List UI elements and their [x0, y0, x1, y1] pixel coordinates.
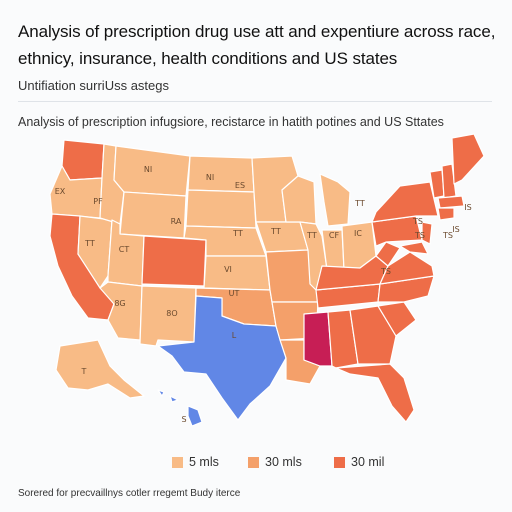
state-label: L: [232, 331, 237, 340]
state-label: T: [81, 367, 87, 376]
state-mississippi[interactable]: [303, 311, 333, 367]
state-label: RA: [171, 217, 182, 226]
state-label: CT: [119, 245, 130, 254]
state-label: NI: [144, 165, 152, 174]
state-south-dakota[interactable]: [185, 189, 257, 229]
state-alabama[interactable]: [327, 309, 359, 369]
state-colorado[interactable]: [141, 235, 207, 287]
state-label: NI: [206, 173, 214, 182]
us-map: EX PF NI NI ES TT CT RA TT TT TT CF IC TT VI UT TS 8G 8O L T…: [0, 126, 512, 446]
state-michigan[interactable]: [319, 173, 351, 227]
legend-item: 30 mil: [334, 455, 384, 469]
page-subtitle: Untifiation surriUss astegs: [18, 78, 169, 93]
state-label: PF: [93, 197, 103, 206]
legend-label: 30 mil: [351, 455, 385, 469]
legend-item: 30 mls: [248, 455, 302, 469]
state-label: TT: [270, 227, 281, 236]
state-connecticut[interactable]: [437, 207, 455, 221]
state-label: TS: [380, 267, 391, 276]
legend-label: 5 mls: [189, 455, 219, 469]
state-hawaii[interactable]: [157, 389, 203, 427]
state-label: IS: [452, 225, 459, 234]
map-caption: Analysis of prescription infugsiore, rec…: [18, 115, 444, 129]
state-label: TS: [442, 231, 453, 240]
state-florida[interactable]: [335, 363, 415, 423]
state-label: TT: [354, 199, 365, 208]
state-wyoming[interactable]: [119, 191, 187, 239]
state-virginia[interactable]: [379, 251, 435, 285]
state-label: TT: [232, 229, 243, 238]
state-washington[interactable]: [61, 139, 105, 181]
state-label: S: [181, 415, 186, 424]
state-label: EX: [55, 187, 66, 196]
legend-swatch: [248, 456, 259, 468]
state-label: TT: [84, 239, 95, 248]
state-iowa[interactable]: [255, 221, 309, 253]
state-new-jersey[interactable]: [421, 221, 433, 245]
state-label: IS: [464, 203, 471, 212]
state-label: VI: [224, 265, 232, 274]
state-label: UT: [229, 289, 240, 298]
state-label: 8G: [114, 299, 125, 308]
state-label: TT: [306, 231, 317, 240]
state-label: ES: [235, 181, 245, 190]
page-title: Analysis of prescription drug use att an…: [18, 22, 496, 68]
state-label: TS: [414, 231, 425, 240]
legend-swatch: [172, 456, 183, 468]
map-legend: 5 mls 30 mls 30 mil: [0, 455, 512, 475]
state-west-virginia[interactable]: [375, 241, 401, 267]
state-south-carolina[interactable]: [377, 301, 417, 337]
footer-note: Sorered for precvaillnys cotler rregemt …: [18, 488, 241, 499]
state-georgia[interactable]: [349, 305, 397, 365]
state-alaska[interactable]: [55, 339, 145, 399]
state-label: 8O: [166, 309, 177, 318]
legend-item: 5 mls: [172, 455, 219, 469]
state-texas[interactable]: [157, 295, 287, 421]
state-maryland[interactable]: [399, 241, 429, 255]
state-label: IC: [354, 229, 362, 238]
state-maine[interactable]: [451, 133, 485, 185]
state-new-york[interactable]: [371, 181, 439, 223]
state-label: TS: [412, 217, 423, 226]
state-massachusetts[interactable]: [437, 195, 465, 209]
legend-label: 30 mls: [265, 455, 302, 469]
state-label: CF: [329, 231, 340, 240]
state-kansas[interactable]: [203, 255, 271, 291]
legend-swatch: [334, 456, 345, 468]
divider: [18, 101, 492, 102]
